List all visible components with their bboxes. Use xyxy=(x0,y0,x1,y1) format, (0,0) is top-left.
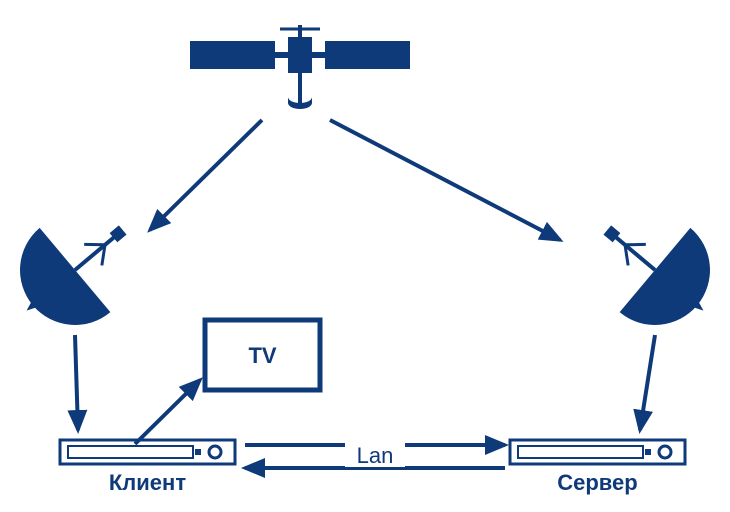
network-diagram: TV Клиент Сервер Lan xyxy=(0,0,730,512)
client-label: Клиент xyxy=(109,470,186,495)
lan-label: Lan xyxy=(357,443,394,468)
satellite-icon xyxy=(190,25,410,109)
connection-arrow xyxy=(330,120,560,240)
connection-arrow xyxy=(75,335,78,430)
tv-box: TV xyxy=(205,320,320,390)
tv-label: TV xyxy=(248,343,276,368)
server-label: Сервер xyxy=(557,470,637,495)
receiver-box: Клиент xyxy=(60,440,235,495)
connection-arrow xyxy=(640,335,655,430)
connection-arrow xyxy=(150,120,262,230)
satellite-dish-icon xyxy=(572,188,730,349)
satellite-dish-icon xyxy=(0,188,158,349)
connection-arrow xyxy=(135,380,200,444)
receiver-box: Сервер xyxy=(510,440,685,495)
